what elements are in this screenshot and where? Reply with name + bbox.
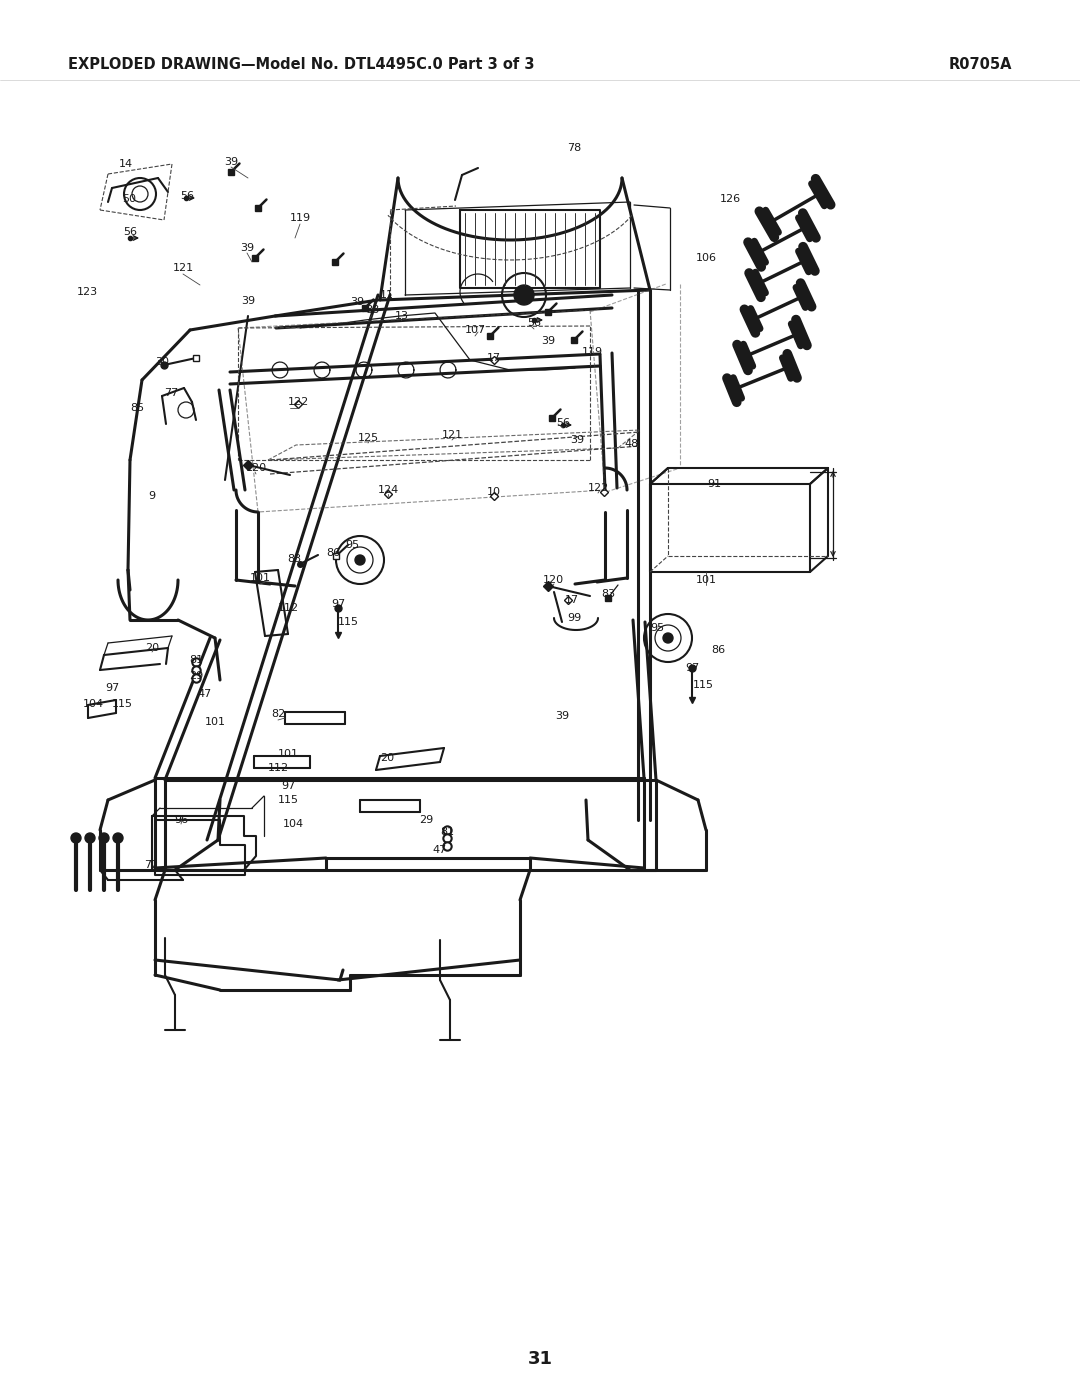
Text: 29: 29 <box>189 671 203 680</box>
Text: 119: 119 <box>581 346 603 358</box>
Text: 56: 56 <box>527 319 541 328</box>
Text: 47: 47 <box>433 845 447 855</box>
Text: 122: 122 <box>588 483 609 493</box>
Circle shape <box>113 833 123 842</box>
Text: 104: 104 <box>283 819 303 828</box>
Text: 86: 86 <box>326 548 340 557</box>
Text: 39: 39 <box>350 298 364 307</box>
Text: 82: 82 <box>271 710 285 719</box>
Text: 112: 112 <box>268 763 288 773</box>
Text: 11: 11 <box>380 291 394 300</box>
Text: 112: 112 <box>278 604 298 613</box>
Circle shape <box>71 833 81 842</box>
Text: 97: 97 <box>330 599 346 609</box>
Text: 20: 20 <box>145 643 159 652</box>
Text: 9: 9 <box>148 490 156 502</box>
Text: 85: 85 <box>130 402 144 414</box>
Text: 119: 119 <box>289 212 311 224</box>
Text: 97: 97 <box>105 683 119 693</box>
Text: 77: 77 <box>164 388 178 398</box>
Text: 29: 29 <box>419 814 433 826</box>
Text: 14: 14 <box>119 159 133 169</box>
Text: EXPLODED DRAWING—Model No. DTL4495C.0 Part 3 of 3: EXPLODED DRAWING—Model No. DTL4495C.0 Pa… <box>68 57 535 73</box>
Text: 30: 30 <box>156 358 168 367</box>
Text: 39: 39 <box>224 156 238 168</box>
Text: 95: 95 <box>650 623 664 633</box>
Text: 101: 101 <box>204 717 226 726</box>
Text: 83: 83 <box>600 590 616 599</box>
Text: 39: 39 <box>240 243 254 253</box>
Text: 72: 72 <box>144 861 158 870</box>
Text: 39: 39 <box>241 296 255 306</box>
Text: 104: 104 <box>82 698 104 710</box>
Text: 97: 97 <box>685 664 699 673</box>
Text: 10: 10 <box>487 488 501 497</box>
Text: 115: 115 <box>278 795 298 805</box>
Text: 125: 125 <box>357 433 379 443</box>
Text: 56: 56 <box>180 191 194 201</box>
Text: 121: 121 <box>442 430 462 440</box>
Text: 124: 124 <box>377 485 399 495</box>
Text: 50: 50 <box>122 194 136 204</box>
Text: 47: 47 <box>198 689 212 698</box>
Text: 101: 101 <box>696 576 716 585</box>
Text: 115: 115 <box>111 698 133 710</box>
Circle shape <box>99 833 109 842</box>
Text: 48: 48 <box>625 439 639 448</box>
Text: 91: 91 <box>707 479 721 489</box>
Text: 99: 99 <box>567 613 581 623</box>
Text: 13: 13 <box>395 312 409 321</box>
Text: 107: 107 <box>464 326 486 335</box>
Text: 97: 97 <box>281 781 295 791</box>
Text: 17: 17 <box>565 595 579 605</box>
Text: 101: 101 <box>278 749 298 759</box>
Text: 121: 121 <box>173 263 193 272</box>
Text: 83: 83 <box>287 555 301 564</box>
Text: 106: 106 <box>696 253 716 263</box>
Text: 96: 96 <box>174 814 188 826</box>
Text: 115: 115 <box>337 617 359 627</box>
Text: 88: 88 <box>365 305 379 314</box>
Text: 120: 120 <box>542 576 564 585</box>
Text: 120: 120 <box>245 462 267 474</box>
Text: 101: 101 <box>249 573 270 583</box>
Circle shape <box>514 285 534 305</box>
Text: 78: 78 <box>567 142 581 154</box>
Text: 115: 115 <box>692 680 714 690</box>
Text: 39: 39 <box>570 434 584 446</box>
Text: 17: 17 <box>487 353 501 363</box>
Text: 31: 31 <box>527 1350 553 1368</box>
Text: 81: 81 <box>440 827 454 837</box>
Text: 86: 86 <box>711 645 725 655</box>
Text: 56: 56 <box>123 226 137 237</box>
Text: R0705A: R0705A <box>948 57 1012 73</box>
Text: 39: 39 <box>555 711 569 721</box>
Circle shape <box>355 555 365 564</box>
Circle shape <box>663 633 673 643</box>
Text: 123: 123 <box>77 286 97 298</box>
Text: 56: 56 <box>556 418 570 427</box>
Text: 20: 20 <box>380 753 394 763</box>
Text: 81: 81 <box>189 655 203 665</box>
Text: 122: 122 <box>287 397 309 407</box>
Text: 39: 39 <box>541 337 555 346</box>
Circle shape <box>85 833 95 842</box>
Text: 126: 126 <box>719 194 741 204</box>
Text: 95: 95 <box>345 541 359 550</box>
